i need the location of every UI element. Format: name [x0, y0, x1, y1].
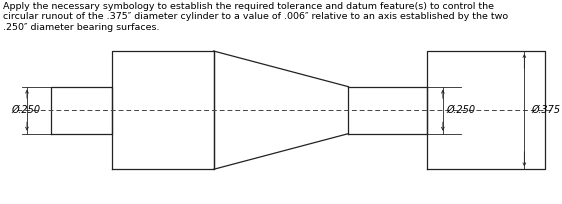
Text: Ø.375: Ø.375 — [531, 105, 560, 115]
Text: Apply the necessary symbology to establish the required tolerance and datum feat: Apply the necessary symbology to establi… — [3, 2, 508, 32]
Text: Ø.250: Ø.250 — [11, 105, 40, 115]
Text: Ø.250: Ø.250 — [447, 105, 476, 115]
